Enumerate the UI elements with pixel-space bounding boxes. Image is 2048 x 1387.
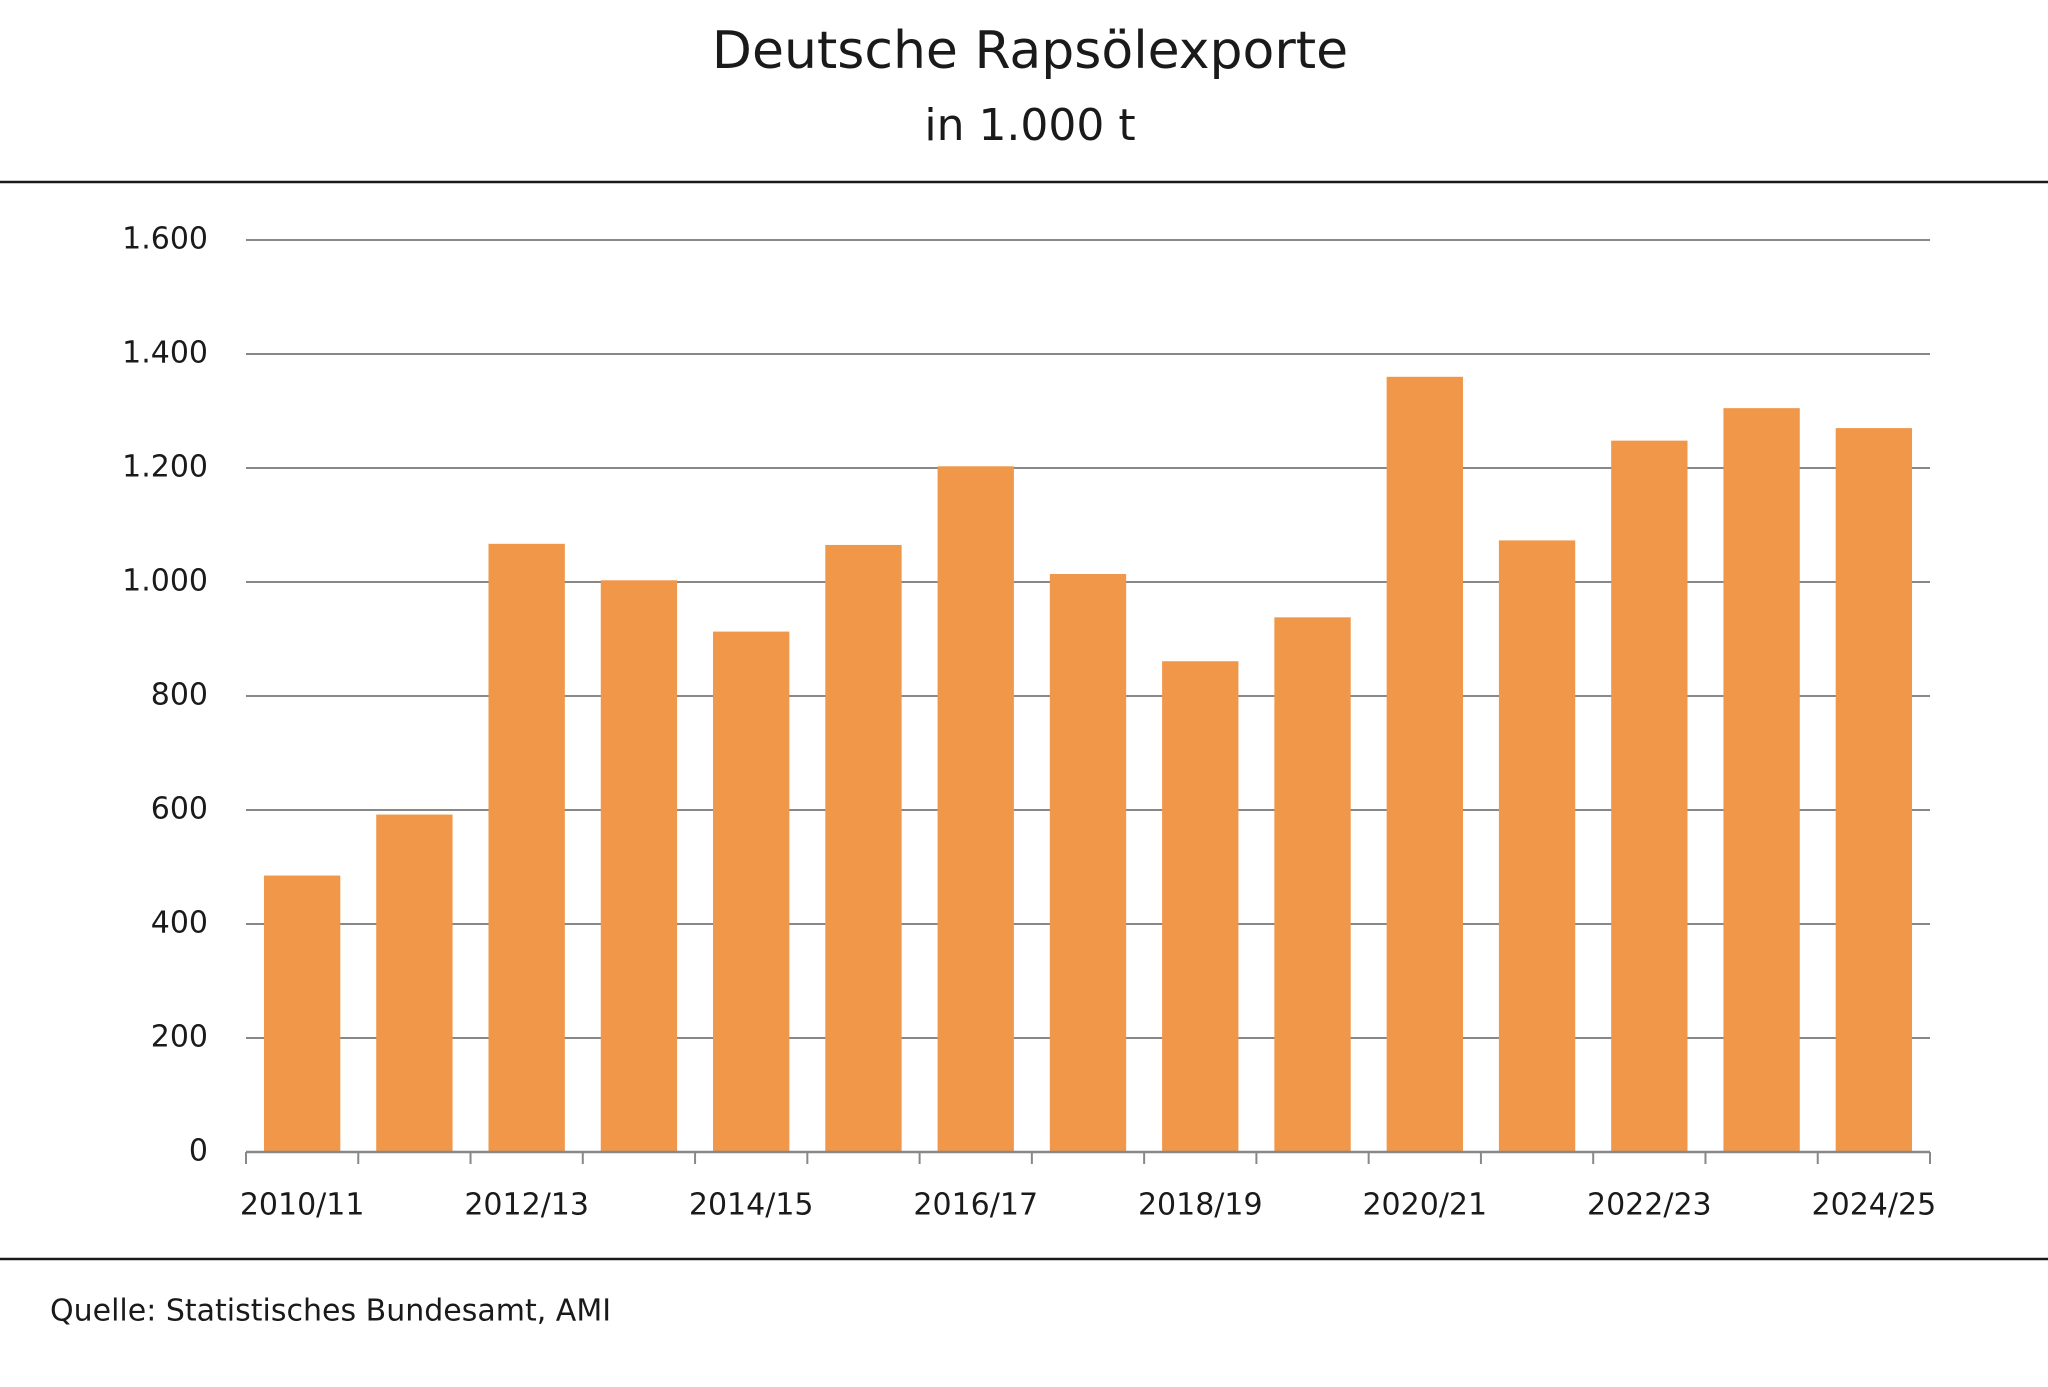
x-tick-label: 2022/23 xyxy=(1587,1188,1712,1223)
y-tick-label: 600 xyxy=(151,792,208,827)
y-tick-label: 1.200 xyxy=(122,450,208,485)
bar xyxy=(600,580,678,1152)
bar xyxy=(1162,661,1239,1152)
x-tick-label: 2014/15 xyxy=(689,1188,814,1223)
bar xyxy=(1611,440,1688,1152)
x-tick-label: 2016/17 xyxy=(913,1188,1038,1223)
source-note: Quelle: Statistisches Bundesamt, AMI xyxy=(50,1294,611,1329)
x-tick-label: 2010/11 xyxy=(240,1188,365,1223)
bar xyxy=(1723,408,1800,1152)
bar xyxy=(488,543,565,1152)
y-tick-label: 800 xyxy=(151,678,208,713)
y-tick-label: 1.000 xyxy=(122,564,208,599)
x-tick-label: 2018/19 xyxy=(1138,1188,1263,1223)
bar xyxy=(263,875,341,1152)
y-tick-label: 400 xyxy=(151,906,208,941)
bar xyxy=(937,466,1014,1152)
bar xyxy=(1386,376,1463,1152)
bar xyxy=(713,631,790,1152)
chart-title: Deutsche Rapsölexporte xyxy=(712,21,1348,81)
bar xyxy=(376,814,453,1152)
bar xyxy=(1498,540,1576,1152)
y-tick-label: 1.600 xyxy=(122,222,208,257)
bar xyxy=(825,544,902,1152)
x-tick-label: 2020/21 xyxy=(1362,1188,1487,1223)
bar xyxy=(1835,428,1913,1153)
y-tick-label: 200 xyxy=(151,1020,208,1055)
x-tick-label: 2012/13 xyxy=(464,1188,589,1223)
chart-subtitle: in 1.000 t xyxy=(924,100,1135,151)
bar xyxy=(1049,574,1127,1152)
x-tick-label: 2024/25 xyxy=(1812,1188,1937,1223)
y-tick-label: 1.400 xyxy=(122,336,208,371)
y-tick-label: 0 xyxy=(189,1134,208,1169)
bar xyxy=(1274,617,1351,1152)
